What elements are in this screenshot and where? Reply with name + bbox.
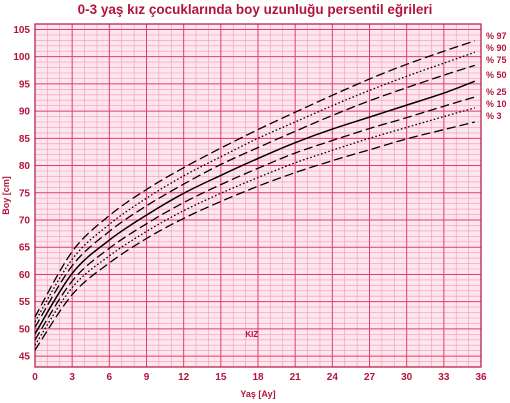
y-tick-label: 85 (19, 134, 31, 145)
x-axis-label: Yaş [Ay] (240, 389, 275, 399)
x-tick-label: 15 (215, 372, 227, 383)
series-line-p90 (34, 51, 476, 323)
y-tick-label: 90 (19, 107, 31, 118)
series-line-p50 (34, 80, 476, 335)
x-tick-label: 6 (107, 372, 113, 383)
y-tick-label: 105 (13, 25, 30, 36)
plot-border (34, 23, 482, 368)
y-tick-label: 50 (19, 324, 31, 335)
series-label-p50: % 50 (486, 70, 507, 80)
series-line-p75 (34, 64, 475, 328)
series-label-p97: % 97 (486, 31, 507, 41)
x-tick-label: 18 (252, 372, 264, 383)
x-tick-label: 0 (32, 372, 38, 383)
x-tick-label: 30 (401, 372, 413, 383)
series-label-p3: % 3 (486, 111, 502, 121)
x-tick-label: 33 (438, 372, 450, 383)
y-tick-label: 60 (19, 270, 31, 281)
series-line-p97 (34, 40, 476, 318)
x-tick-label: 21 (290, 372, 302, 383)
x-tick-label: 27 (364, 372, 376, 383)
y-tick-label: 45 (19, 352, 31, 363)
gender-annotation: KIZ (245, 330, 258, 339)
y-tick-label: 65 (19, 243, 31, 254)
series-label-p90: % 90 (486, 43, 507, 53)
x-tick-label: 24 (327, 372, 339, 383)
x-tick-label: 12 (178, 372, 190, 383)
series-label-p25: % 25 (486, 87, 507, 97)
y-tick-label: 100 (13, 52, 30, 63)
series-label-p75: % 75 (486, 55, 507, 65)
series-line-p25 (34, 96, 475, 341)
x-tick-label: 3 (69, 372, 75, 383)
y-tick-label: 95 (19, 79, 31, 90)
y-tick-label: 75 (19, 188, 31, 199)
y-tick-label: 70 (19, 216, 31, 227)
y-tick-label: 80 (19, 161, 31, 172)
x-tick-label: 36 (475, 372, 487, 383)
x-tick-label: 9 (144, 372, 150, 383)
series-label-p10: % 10 (486, 99, 507, 109)
y-axis-label: Boy [cm] (1, 176, 11, 215)
series-line-p10 (34, 107, 475, 346)
chart-title: 0-3 yaş kız çocuklarında boy uzunluğu pe… (77, 2, 433, 17)
y-tick-label: 55 (19, 297, 31, 308)
